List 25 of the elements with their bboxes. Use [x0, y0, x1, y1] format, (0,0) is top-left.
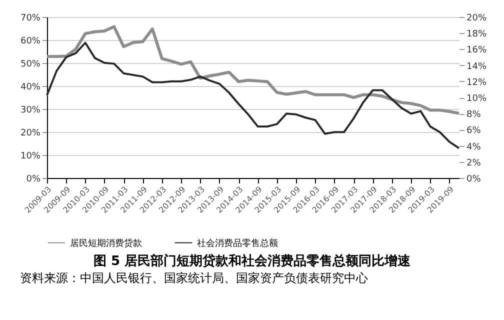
y2-tick-label: 20% — [466, 14, 487, 24]
y2-tick-label: 10% — [466, 94, 487, 104]
y2-tick-label: 8% — [466, 110, 482, 120]
y2-tick-label: 0% — [466, 174, 482, 184]
y2-tick-label: 18% — [466, 30, 487, 40]
y-tick-label: 30% — [20, 106, 41, 116]
text: 图 5 居民部门短期贷款和社会消费品零售总额同比增速 — [92, 252, 412, 270]
y-tick-label: 70% — [20, 14, 41, 24]
line-series — [46, 42, 460, 150]
legend-label: 社会消费品零售总额 — [197, 238, 278, 249]
text: 资料来源：中国人民银行、国家统计局、国家资产负债表研究中心 — [20, 270, 369, 287]
y-tick-label: 20% — [20, 128, 41, 138]
legend-label: 居民短期消费贷款 — [70, 238, 142, 249]
y2-tick-label: 16% — [466, 46, 487, 56]
y2-tick-label: 12% — [466, 78, 487, 88]
y2-tick-label: 4% — [466, 142, 482, 152]
line-series — [46, 25, 460, 115]
y-tick-label: 40% — [20, 82, 41, 92]
y-tick-label: 0% — [26, 174, 41, 184]
y-tick-label: 50% — [20, 60, 41, 70]
y-tick-label: 10% — [20, 152, 41, 162]
y-tick-label: 60% — [20, 36, 41, 46]
y2-tick-label: 2% — [466, 158, 482, 168]
y2-tick-label: 14% — [466, 62, 487, 72]
y2-tick-label: 6% — [466, 126, 482, 136]
